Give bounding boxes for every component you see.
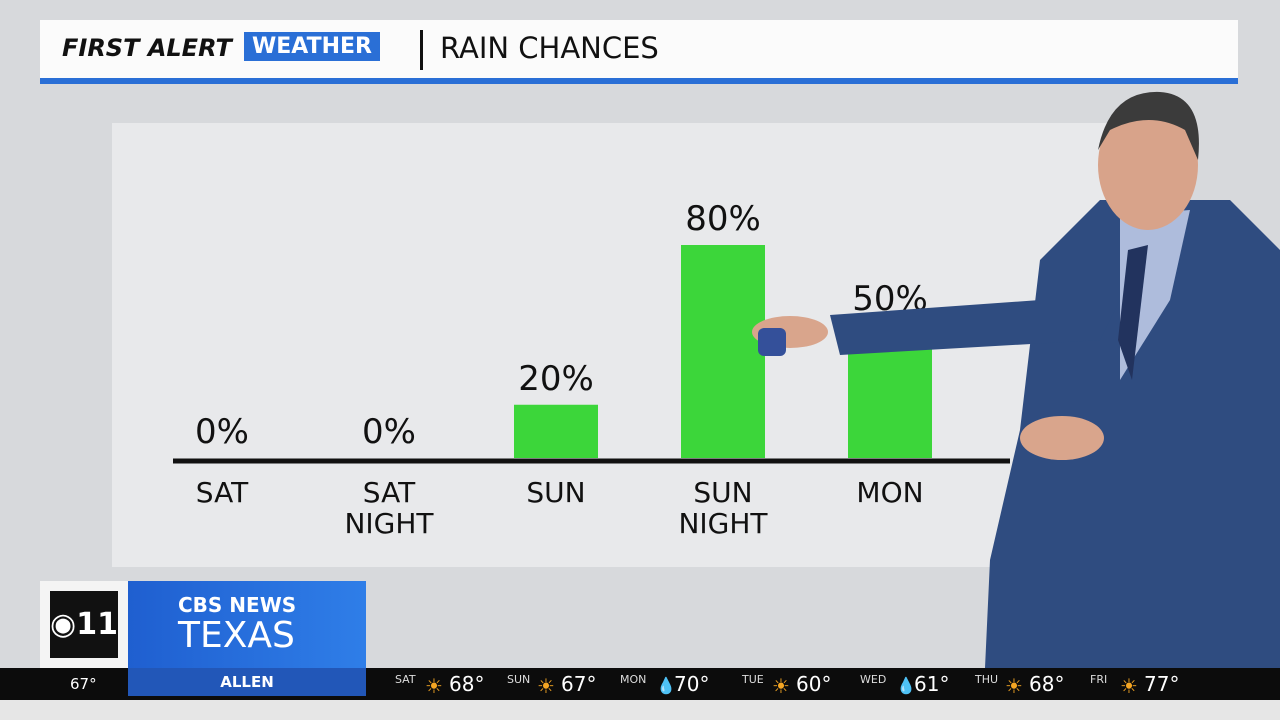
category-label: SUN [526, 476, 586, 509]
value-label: 0% [195, 412, 249, 452]
category-label: SAT [195, 476, 249, 509]
logo-mark-box: ◉11 [40, 581, 128, 668]
bar [514, 404, 598, 458]
rain-icon: 💧 [896, 676, 916, 695]
clicker [758, 328, 786, 356]
header-title: RAIN CHANCES [440, 31, 659, 65]
forecast-day: TUE [742, 673, 764, 686]
hand [1020, 416, 1104, 460]
current-temp: 67° [70, 675, 97, 693]
bar [681, 245, 765, 458]
category-label: SUN NIGHT [678, 476, 768, 540]
forecast-day: MON [620, 673, 647, 686]
forecast-temp: 61° [914, 672, 950, 696]
arm [830, 300, 1120, 355]
forecast-temp: 77° [1144, 672, 1180, 696]
ticker: 67° ALLEN [0, 668, 1280, 700]
header-bar: FIRST ALERT WEATHER RAIN CHANCES [40, 20, 1238, 84]
brand-first: FIRST ALERT [62, 34, 232, 62]
logo-box: CBS NEWS TEXAS [128, 581, 366, 668]
sun-icon: ☀ [537, 674, 555, 698]
sun-icon: ☀ [772, 674, 790, 698]
head [1098, 100, 1198, 230]
category-label: SAT NIGHT [344, 476, 434, 540]
category-label: MON [856, 476, 924, 509]
logo-region: TEXAS [178, 615, 295, 656]
forecast-day: THU [975, 673, 999, 686]
location: ALLEN [128, 668, 366, 696]
forecast-temp: 68° [1029, 672, 1065, 696]
tie [1118, 245, 1148, 380]
forecast-temp: 70° [674, 672, 710, 696]
sun-icon: ☀ [1120, 674, 1138, 698]
value-label: 20% [518, 358, 594, 399]
forecast-temp: 67° [561, 672, 597, 696]
hair [1098, 91, 1199, 160]
value-label: 80% [685, 199, 761, 239]
sun-icon: ☀ [1005, 674, 1023, 698]
rain-icon: 💧 [656, 676, 676, 695]
forecast-day: SAT [395, 673, 416, 686]
forecast-day: SUN [507, 673, 531, 686]
forecast-temp: 60° [796, 672, 832, 696]
logo-network: CBS NEWS [178, 593, 297, 617]
bottom-strip [0, 700, 1280, 720]
forecast-day: WED [860, 673, 887, 686]
value-label: 0% [362, 412, 416, 452]
forecast-temp: 68° [449, 672, 485, 696]
logo-mark: ◉11 [50, 591, 118, 658]
forecast-day: FRI [1090, 673, 1108, 686]
divider [420, 30, 423, 70]
brand-weather: WEATHER [244, 32, 381, 61]
sun-icon: ☀ [425, 674, 443, 698]
